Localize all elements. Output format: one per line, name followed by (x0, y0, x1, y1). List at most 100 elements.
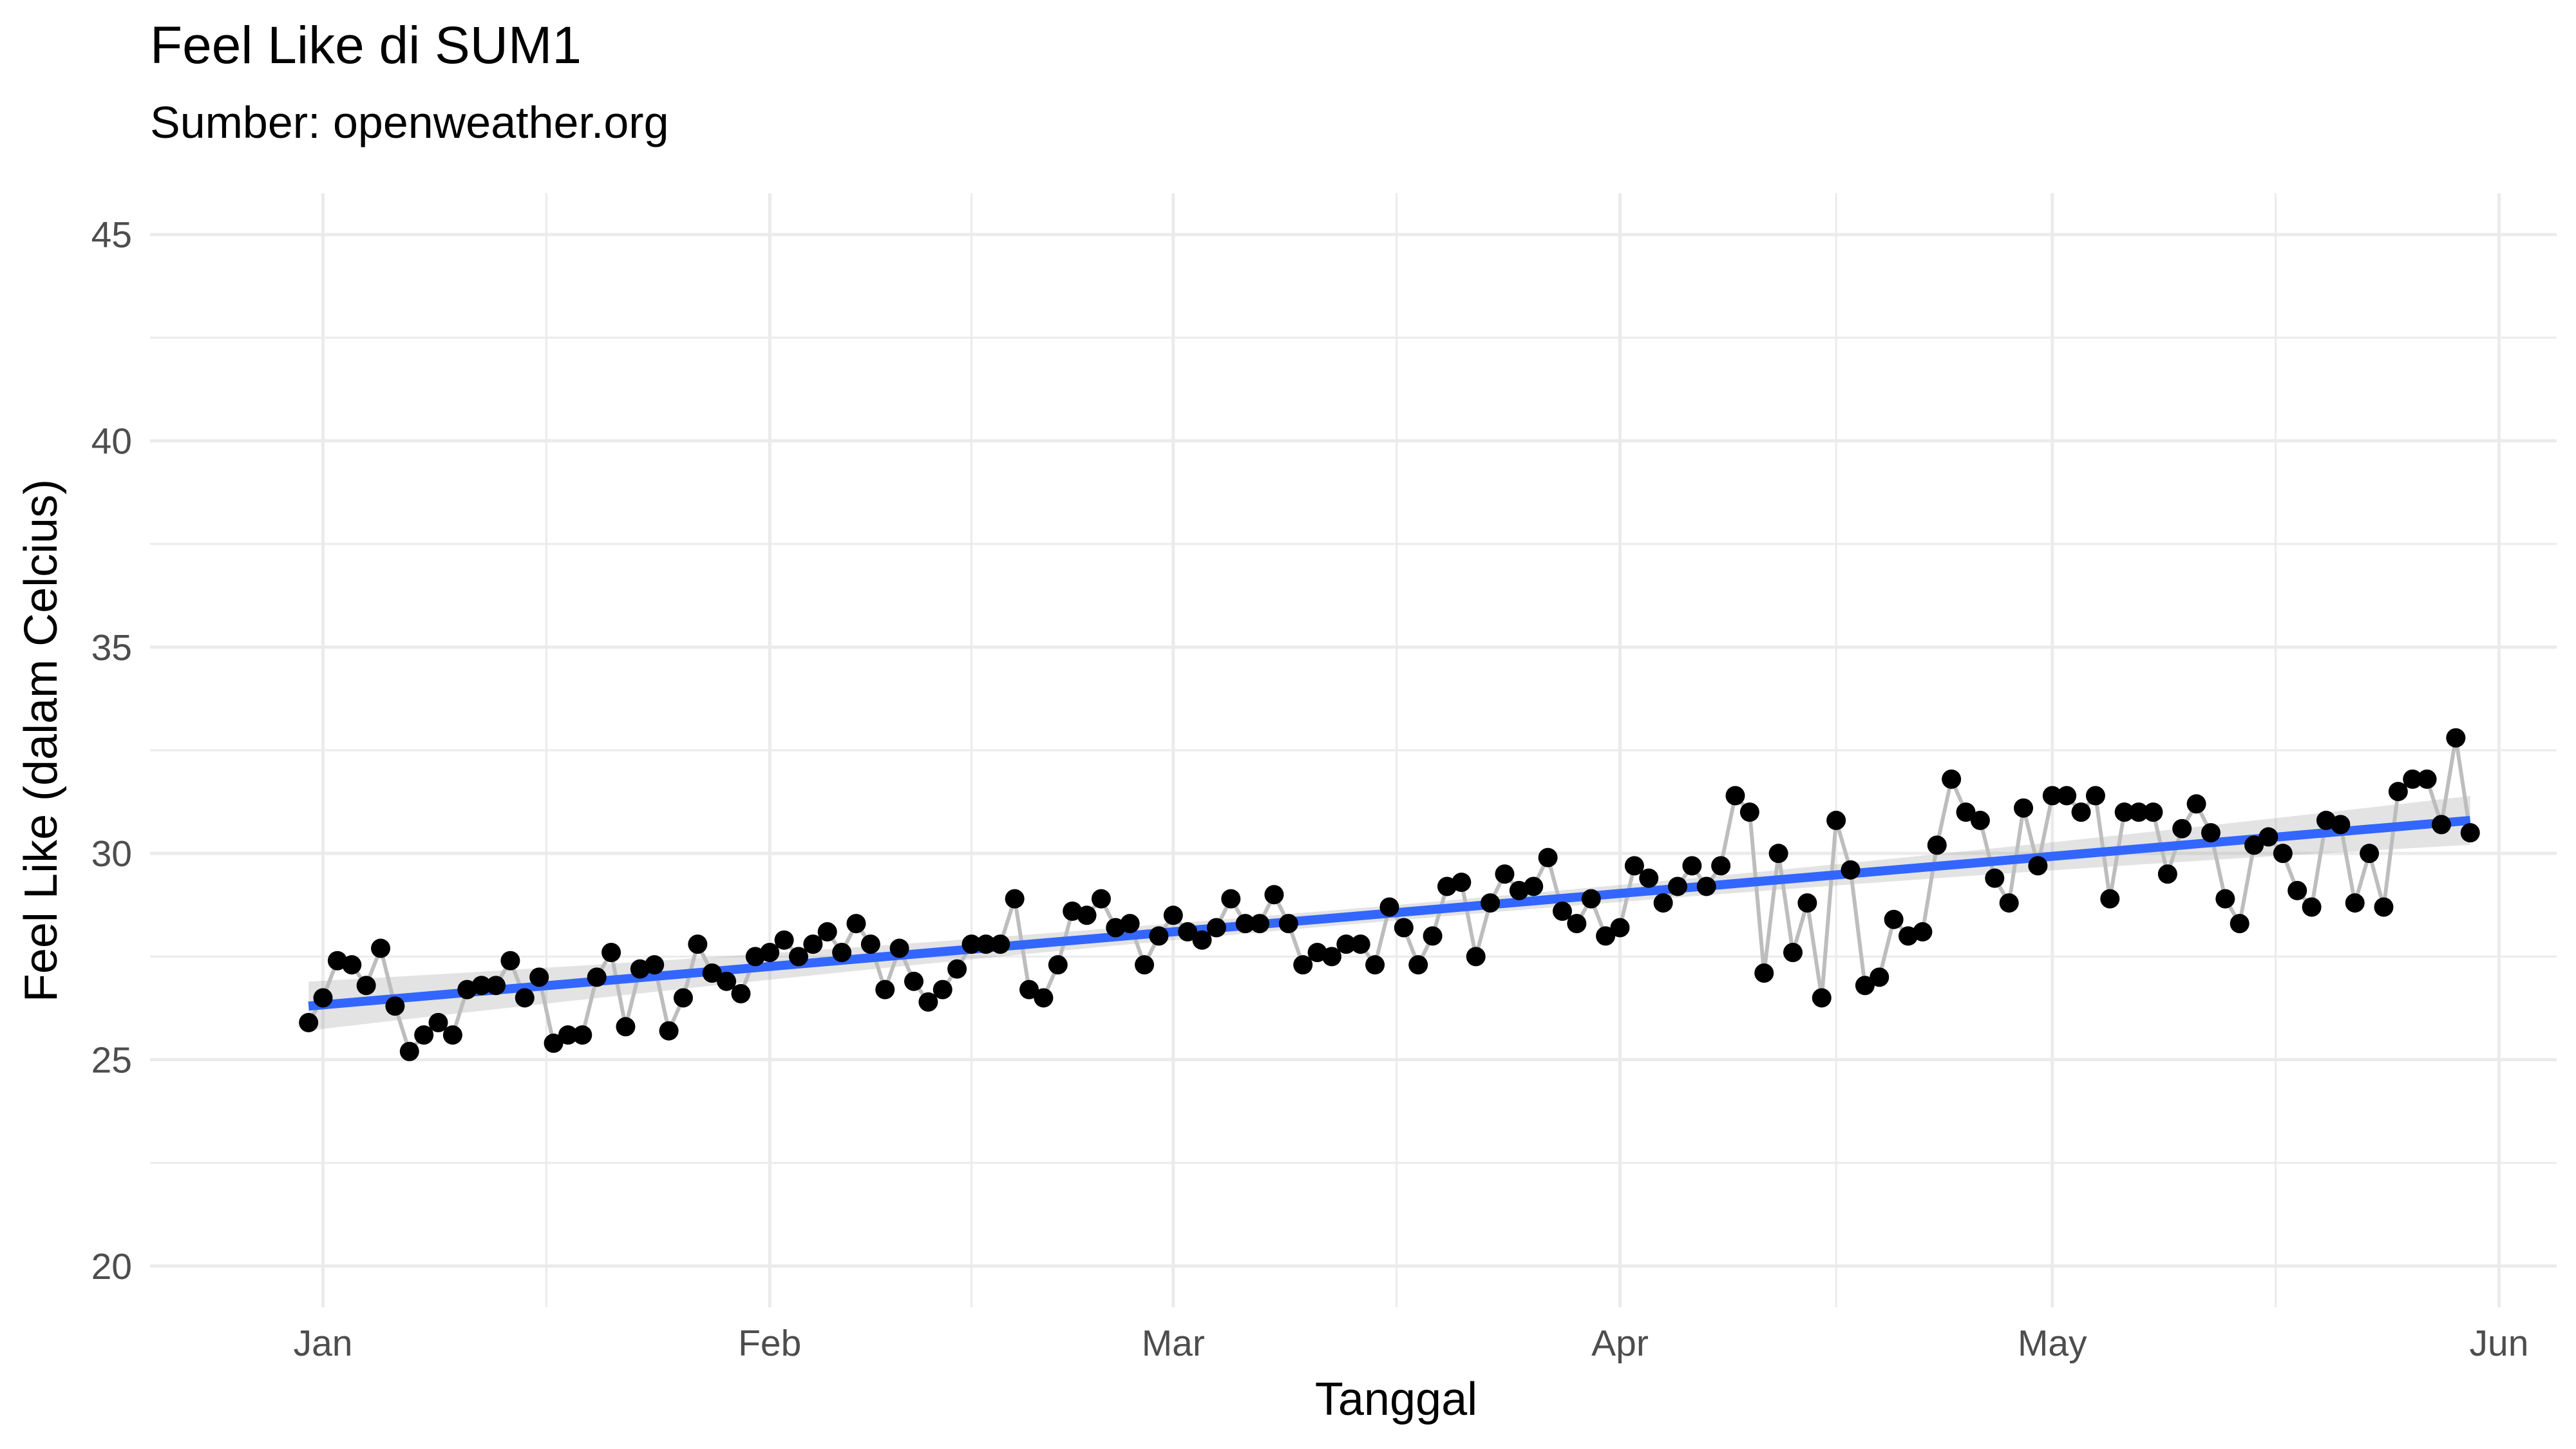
data-point (2374, 897, 2394, 917)
data-point (918, 992, 938, 1012)
data-point (2287, 880, 2307, 900)
data-point (645, 955, 665, 975)
x-tick-label: Jun (2470, 1323, 2529, 1364)
y-axis-title: Feel Like (dalam Celcius) (15, 479, 67, 1002)
data-point (515, 988, 535, 1008)
data-point (1048, 955, 1068, 975)
data-point (832, 942, 852, 962)
data-point (1005, 889, 1025, 909)
data-point (860, 934, 880, 954)
data-point (1423, 926, 1443, 946)
data-point (1379, 897, 1399, 917)
data-point (1725, 786, 1745, 806)
data-point (1913, 922, 1933, 942)
data-point (2129, 802, 2149, 822)
data-point (2042, 786, 2062, 806)
data-point (1581, 889, 1601, 909)
data-point (1321, 947, 1341, 967)
data-point (486, 976, 506, 996)
data-point (875, 980, 895, 999)
y-tick-label: 40 (91, 421, 132, 462)
x-tick-label: Jan (294, 1323, 353, 1364)
data-point (947, 959, 967, 979)
data-point (990, 934, 1010, 954)
data-point (500, 951, 520, 971)
data-point (774, 930, 794, 950)
data-point (1120, 914, 1140, 934)
data-point (1466, 947, 1486, 967)
data-point (1754, 963, 1774, 983)
data-point (1524, 876, 1544, 896)
data-point (2431, 815, 2451, 835)
data-point (414, 1025, 434, 1045)
data-point (2057, 786, 2077, 806)
data-point (471, 976, 491, 996)
data-point (2201, 823, 2221, 843)
data-point (299, 1012, 319, 1032)
data-point (2417, 769, 2437, 789)
data-point (1178, 922, 1198, 942)
data-point (976, 934, 996, 954)
data-point (1394, 918, 1414, 938)
chart-title: Feel Like di SUM1 (150, 16, 582, 75)
data-point (1610, 918, 1630, 938)
x-tick-label: May (2018, 1323, 2087, 1364)
data-point (1855, 976, 1875, 996)
data-point (371, 938, 391, 958)
data-point (1149, 926, 1169, 946)
data-point (1639, 868, 1659, 888)
data-point (1884, 909, 1904, 929)
data-point (673, 988, 693, 1008)
data-point (1567, 914, 1587, 934)
x-tick-label: Feb (738, 1323, 801, 1364)
data-point (1481, 893, 1501, 913)
data-point (1221, 889, 1241, 909)
y-tick-label: 45 (91, 214, 132, 256)
data-point (2345, 893, 2365, 913)
data-point (1956, 802, 1976, 822)
data-point (1163, 905, 1183, 925)
data-point (573, 1025, 592, 1045)
data-point (1870, 967, 1889, 987)
data-point (1408, 955, 1428, 975)
data-point (558, 1025, 578, 1045)
data-point (1538, 848, 1558, 867)
points-layer (299, 728, 2480, 1061)
data-point (2273, 844, 2293, 864)
grid-layer (150, 193, 2557, 1307)
tick-labels-layer: 20 25 30 35 40 45 Jan Feb Mar Apr May Jun (91, 214, 2529, 1364)
data-point (2446, 728, 2466, 748)
data-point (1999, 893, 2019, 913)
x-tick-label: Apr (1591, 1323, 1649, 1364)
data-point (313, 988, 333, 1008)
data-point (1711, 856, 1731, 876)
data-point (702, 963, 722, 983)
chart-subtitle: Sumber: openweather.org (150, 97, 669, 147)
data-point (2403, 769, 2423, 789)
data-point (1970, 810, 1990, 830)
data-point (2028, 856, 2048, 876)
data-point (2172, 819, 2192, 838)
data-point (1624, 856, 1644, 876)
data-point (688, 934, 708, 954)
data-point (1192, 930, 1212, 950)
data-point (1350, 934, 1370, 954)
data-point (2071, 802, 2091, 822)
data-point (2114, 802, 2134, 822)
data-point (428, 1012, 448, 1032)
data-point (1682, 856, 1702, 876)
data-point (1293, 955, 1313, 975)
data-point (788, 947, 808, 967)
data-point (2215, 889, 2235, 909)
data-point (2244, 835, 2264, 855)
data-point (2388, 782, 2408, 802)
data-point (442, 1025, 462, 1045)
data-point (1034, 988, 1054, 1008)
data-point (1653, 893, 1673, 913)
data-point (1942, 769, 1962, 789)
series-line (307, 735, 2472, 1054)
data-point (1552, 901, 1572, 921)
data-point (1452, 873, 1472, 893)
data-point (1667, 876, 1687, 896)
